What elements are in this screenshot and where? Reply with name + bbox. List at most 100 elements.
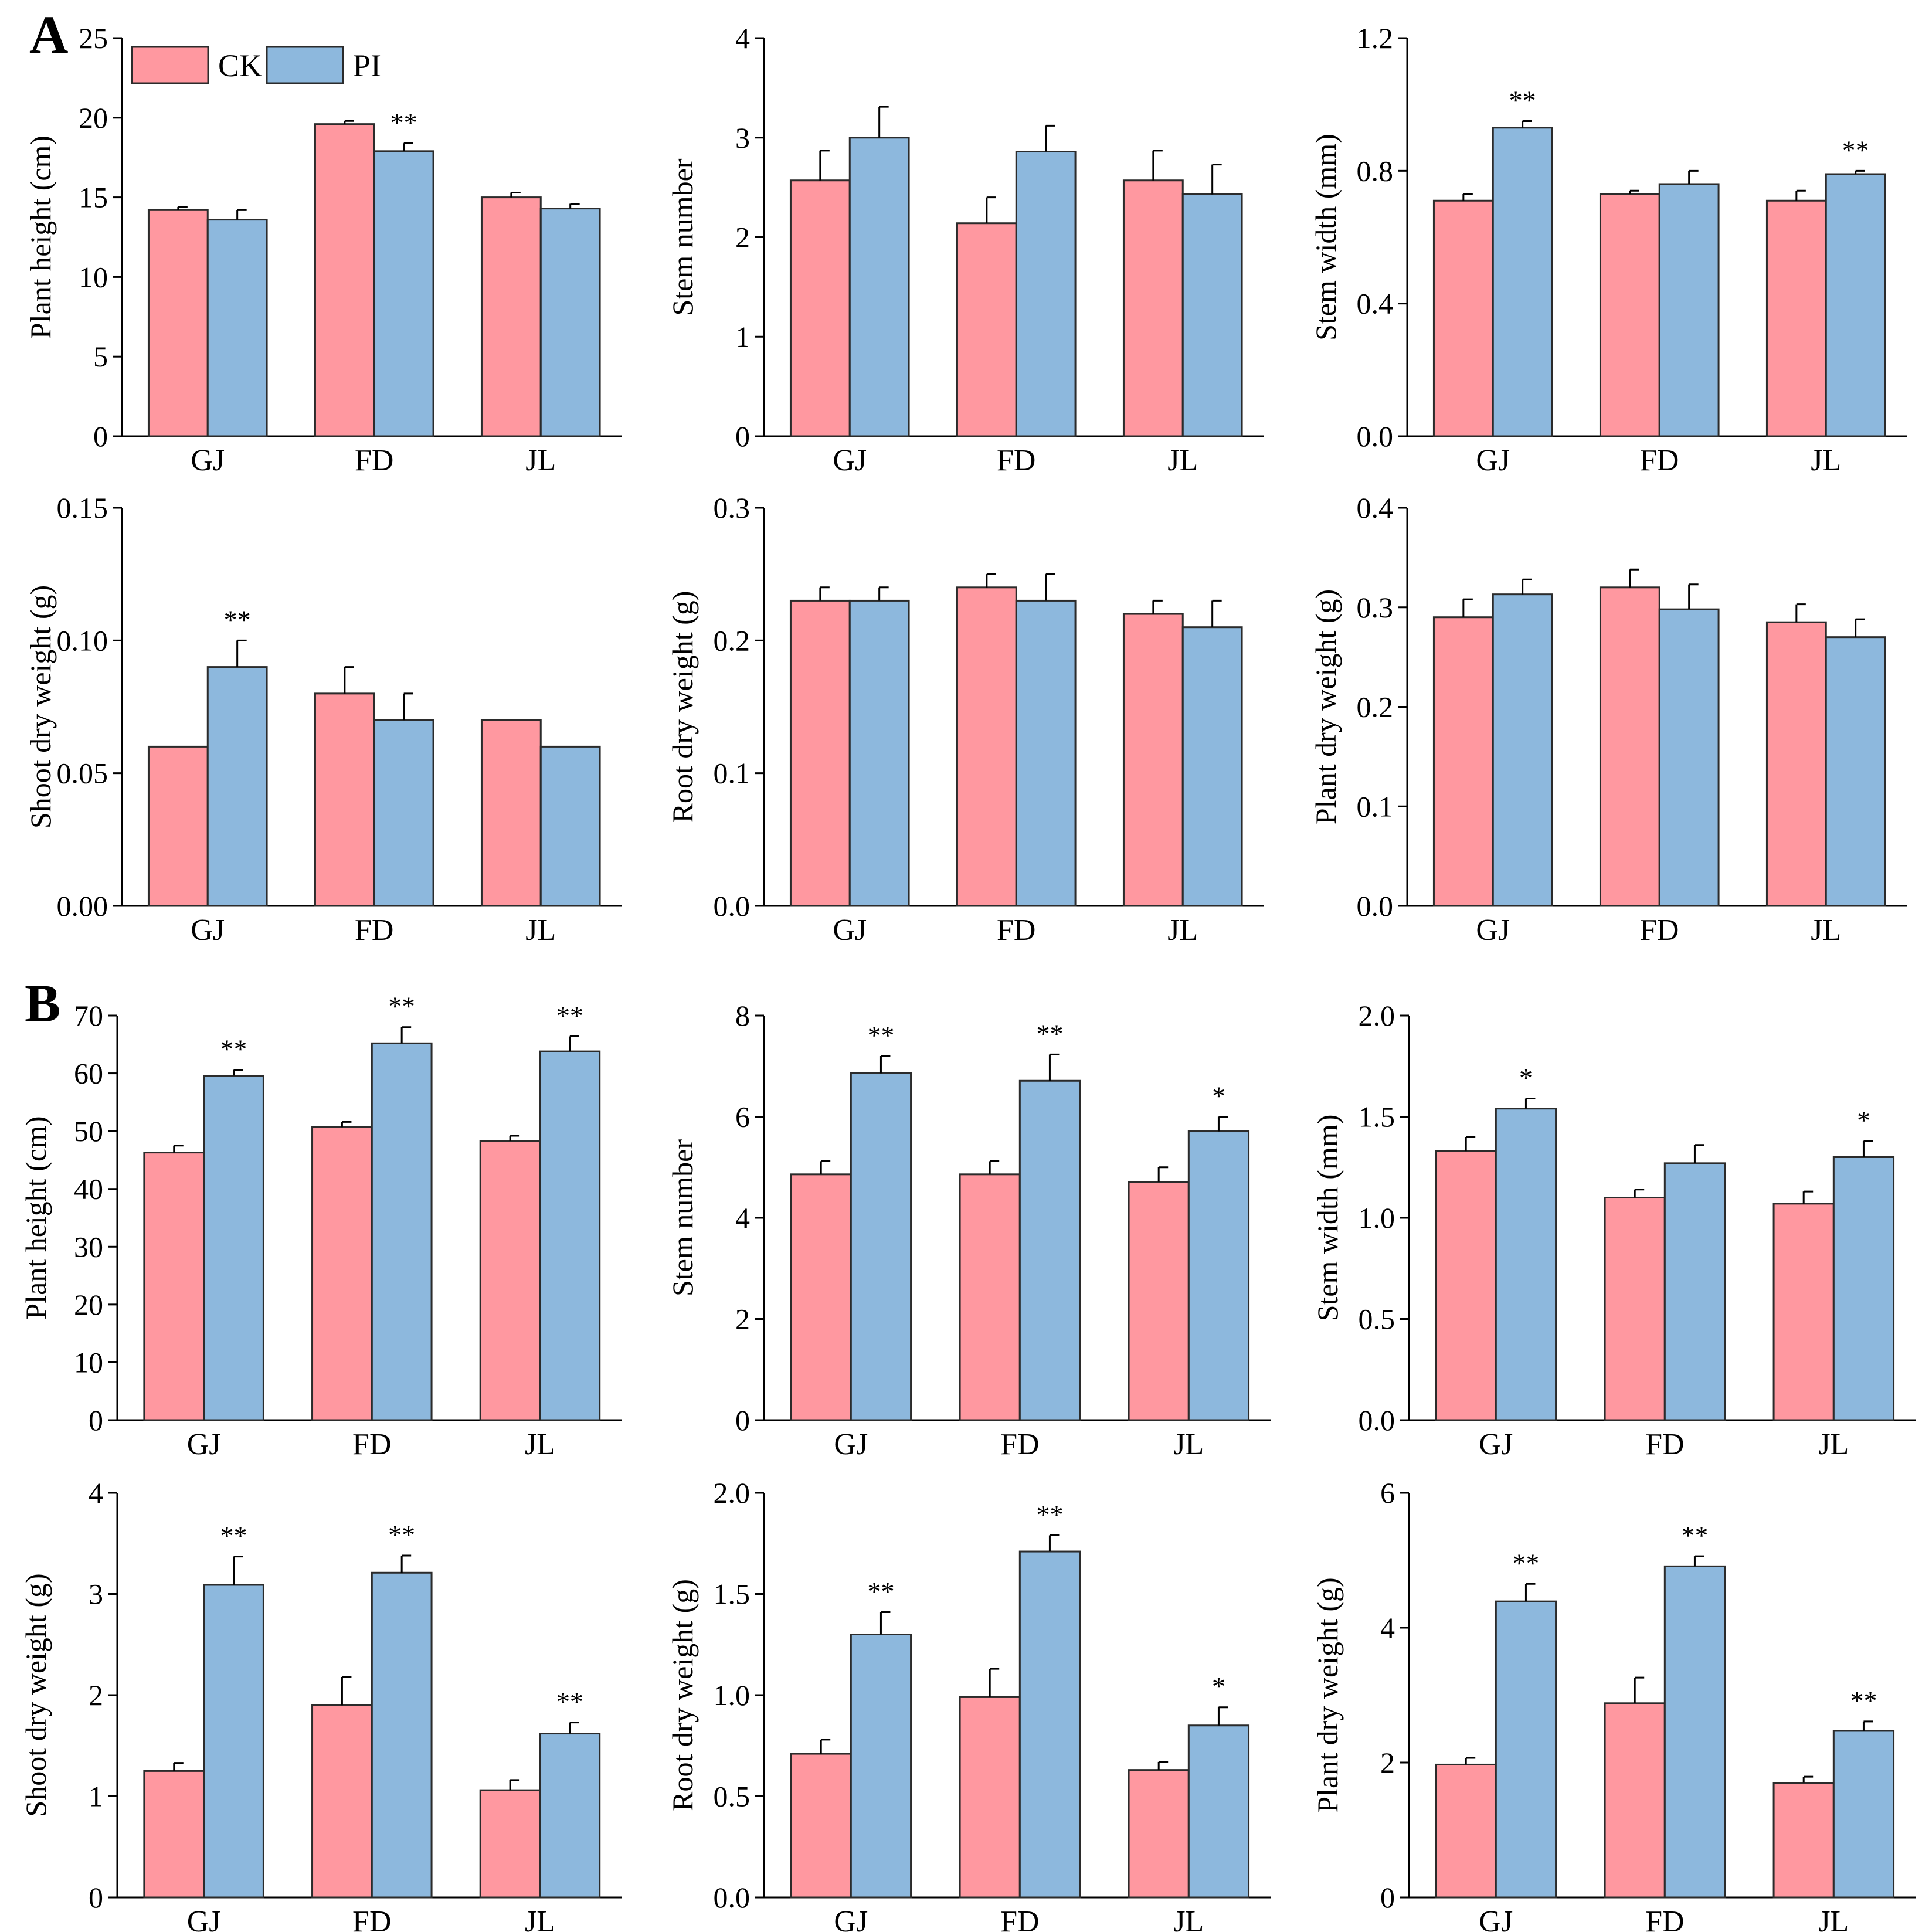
- y-tick-label: 4: [735, 1201, 750, 1234]
- bar-ck-gj: [143, 1152, 205, 1421]
- significance-label: **: [388, 1520, 415, 1550]
- chart-12: 0 2 4 6 Plant dry weight (g) ** GJ ** FD ** JL: [1311, 1476, 1916, 1932]
- bar-pi-gj: [206, 666, 268, 907]
- bar-pi-fd: [371, 1042, 433, 1421]
- x-category-label: GJ: [1479, 1905, 1513, 1932]
- x-category-label: GJ: [1476, 914, 1510, 947]
- bar-pi-fd: [1663, 1162, 1726, 1421]
- significance-label: **: [556, 1687, 583, 1717]
- x-category-label: FD: [352, 1428, 391, 1461]
- x-category-label: FD: [997, 914, 1035, 947]
- bar-ck-jl: [1122, 179, 1184, 437]
- y-tick-label: 0.5: [714, 1780, 751, 1813]
- y-tick-label: 2: [735, 1303, 750, 1336]
- bar-ck-fd: [959, 1173, 1021, 1421]
- bar-ck-gj: [147, 745, 209, 907]
- y-tick-label: 0.0: [714, 1881, 751, 1914]
- panel-label-a: A: [29, 5, 68, 64]
- y-tick-label: 50: [74, 1115, 103, 1147]
- chart-2: 0 1 2 3 4 Stem number GJ FD JL: [666, 22, 1264, 477]
- bar-pi-gj: [1495, 1108, 1557, 1421]
- y-tick-label: 10: [79, 260, 108, 293]
- significance-label: **: [1036, 1499, 1063, 1529]
- bar-ck-jl: [1128, 1181, 1190, 1421]
- y-tick-label: 4: [1380, 1611, 1395, 1644]
- legend: CK PI: [131, 46, 381, 84]
- bar-pi-jl: [539, 1733, 601, 1899]
- y-tick-label: 0: [735, 1404, 750, 1437]
- y-tick-label: 0.0: [1357, 420, 1394, 453]
- y-axis-title: Shoot dry weight (g): [24, 585, 57, 829]
- x-category-label: FD: [1640, 914, 1679, 947]
- significance-label: **: [1036, 1018, 1063, 1048]
- legend-label-pi: PI: [353, 48, 381, 83]
- y-axis-title: Root dry weight (g): [666, 591, 699, 823]
- bar-pi-jl: [1187, 1724, 1250, 1899]
- y-tick-label: 0.2: [714, 624, 751, 657]
- significance-label: **: [224, 605, 251, 634]
- bar-ck-gj: [789, 179, 851, 437]
- x-category-label: FD: [1000, 1905, 1039, 1932]
- chart-7: 0 10 20 30 40 50 60 70 Plant height (cm) ** GJ ** FD…: [19, 992, 622, 1461]
- significance-label: **: [390, 107, 417, 137]
- significance-label: **: [220, 1521, 247, 1551]
- y-axis-title: Stem number: [666, 158, 699, 315]
- y-axis-title: Plant height (cm): [19, 1116, 52, 1319]
- bar-ck-jl: [1128, 1769, 1190, 1899]
- x-category-label: JL: [525, 914, 556, 947]
- x-category-label: GJ: [834, 1428, 868, 1461]
- x-category-label: JL: [1167, 914, 1198, 947]
- bar-pi-jl: [539, 745, 601, 907]
- x-category-label: FD: [1000, 1428, 1039, 1461]
- y-tick-label: 25: [79, 22, 108, 55]
- significance-label: **: [556, 1000, 583, 1030]
- bar-ck-gj: [1432, 616, 1494, 907]
- y-axis-title: Stem number: [666, 1139, 699, 1296]
- bar-pi-gj: [850, 1634, 912, 1899]
- y-tick-label: 2.0: [1359, 999, 1395, 1032]
- x-category-label: GJ: [191, 914, 225, 947]
- x-category-label: GJ: [187, 1428, 221, 1461]
- bar-ck-jl: [1772, 1782, 1835, 1899]
- y-tick-label: 2: [735, 221, 750, 254]
- bar-ck-jl: [479, 1789, 541, 1899]
- x-category-label: FD: [352, 1905, 391, 1932]
- bar-pi-jl: [1825, 636, 1886, 907]
- bar-pi-jl: [539, 1050, 601, 1421]
- bar-ck-jl: [480, 719, 542, 907]
- bar-ck-jl: [1765, 199, 1827, 437]
- bar-ck-gj: [1435, 1763, 1497, 1899]
- y-tick-label: 0.00: [57, 889, 108, 922]
- bar-pi-gj: [203, 1075, 264, 1421]
- y-tick-label: 2: [1380, 1746, 1395, 1779]
- y-tick-label: 0.4: [1357, 491, 1394, 524]
- y-tick-label: 30: [74, 1230, 103, 1263]
- x-category-label: GJ: [1476, 444, 1510, 477]
- y-tick-label: 0.05: [57, 757, 108, 790]
- panel-label-b: B: [25, 973, 60, 1033]
- y-axis-title: Plant height (cm): [24, 135, 57, 339]
- bar-pi-gj: [848, 137, 910, 437]
- bar-ck-gj: [789, 599, 851, 907]
- bar-ck-gj: [1432, 199, 1494, 437]
- x-category-label: GJ: [191, 444, 225, 477]
- bar-pi-gj: [850, 1072, 912, 1421]
- y-tick-label: 0.2: [1357, 691, 1394, 724]
- x-category-label: GJ: [833, 914, 867, 947]
- y-tick-label: 20: [79, 101, 108, 134]
- y-axis-title: Root dry weight (g): [666, 1579, 699, 1811]
- y-tick-label: 2: [89, 1679, 103, 1712]
- x-category-label: JL: [1173, 1905, 1204, 1932]
- x-category-label: JL: [525, 1905, 555, 1932]
- x-category-label: JL: [1811, 444, 1841, 477]
- bar-ck-jl: [480, 196, 542, 437]
- bar-pi-fd: [1018, 1079, 1081, 1421]
- bar-pi-jl: [1181, 626, 1243, 907]
- bar-ck-fd: [1604, 1197, 1666, 1421]
- bar-pi-jl: [1825, 173, 1886, 437]
- y-tick-label: 0.1: [714, 757, 751, 790]
- x-category-label: FD: [355, 444, 393, 477]
- x-category-label: JL: [525, 1428, 555, 1461]
- chart-5: 0.0 0.1 0.2 0.3 Root dry weight (g) GJ FD JL: [666, 491, 1264, 947]
